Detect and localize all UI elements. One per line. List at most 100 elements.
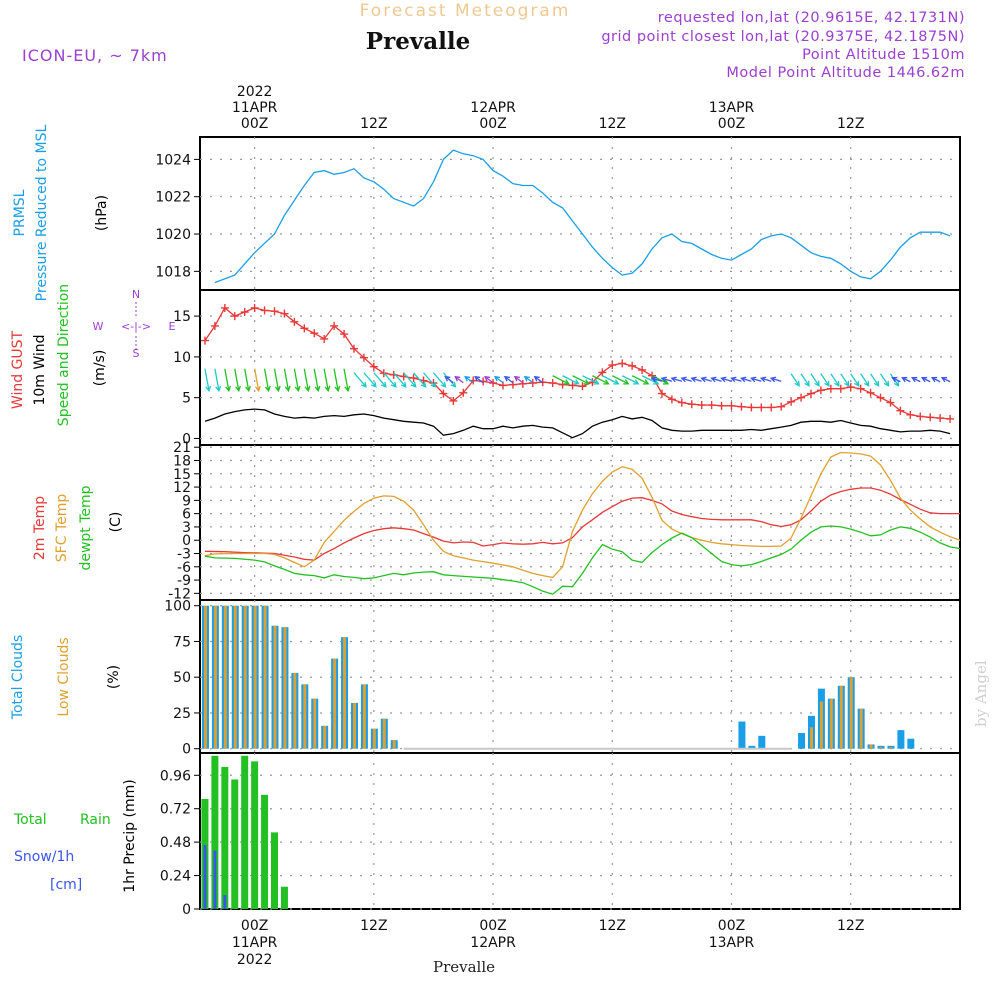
gust-marker	[747, 403, 756, 412]
wind-arrow	[830, 373, 840, 387]
wind-arrow	[651, 377, 663, 382]
wind-arrow	[403, 372, 417, 388]
gust-marker	[489, 379, 498, 387]
pressure-label-msl: Pressure Reduced to MSL	[34, 124, 50, 301]
bottom-time-label: 12Z	[360, 918, 387, 934]
wind-arrow-head	[324, 385, 331, 393]
bottom-time-label: 12Z	[837, 918, 864, 934]
precipitation-tick-label: 0	[182, 902, 191, 918]
low-cloud-bar	[829, 698, 833, 749]
temp-dewpt-label: dewpt Temp	[78, 485, 94, 570]
wind-arrow	[572, 375, 589, 385]
bottom-time-label: 00Z	[718, 918, 745, 934]
wind-arrow-head	[834, 380, 840, 387]
gust-marker	[846, 383, 855, 392]
top-time-label: 00Z	[241, 116, 268, 132]
gust-marker	[528, 379, 537, 387]
gust-marker	[359, 353, 368, 362]
temp-2m-label: 2m Temp	[32, 496, 48, 560]
gust-line	[204, 306, 951, 420]
wind-arrow-head	[274, 385, 281, 393]
wind-arrow	[902, 377, 911, 383]
temperature-tick-label: 15	[173, 467, 191, 483]
wind-arrow	[860, 373, 870, 387]
gust-marker	[340, 330, 349, 339]
bottom-time-label: 12APR	[470, 935, 516, 951]
total-cloud-bar	[748, 745, 756, 749]
wind-arrow-head	[314, 385, 321, 393]
precipitation-tick-label: 0.48	[160, 835, 191, 851]
wind-arrow-head	[603, 379, 610, 385]
wind-arrow-head	[454, 375, 461, 382]
wind-arrow	[423, 372, 437, 388]
wind-arrow	[373, 372, 387, 388]
credit-watermark: by Angel	[972, 660, 990, 727]
wind-arrow	[224, 368, 230, 391]
wind-arrow-head	[583, 379, 590, 385]
wind-tick-label: 5	[182, 391, 191, 407]
wind-arrow-head	[920, 376, 928, 383]
clouds-tick-label: 100	[164, 599, 191, 615]
wind-arrow-head	[474, 375, 481, 382]
temperature-tick-label: 0	[182, 533, 191, 549]
wind-arrow-head	[361, 381, 367, 388]
wind-arrow	[454, 376, 464, 384]
gust-marker	[896, 406, 905, 415]
wind-arrow	[383, 372, 397, 388]
wind-arrow	[870, 373, 880, 387]
info-grid-coords: grid point closest lon,lat (20.9375E, 42…	[601, 29, 965, 45]
temperature-tick-label: 21	[173, 440, 191, 456]
gust-marker	[906, 410, 915, 419]
wind-arrow	[921, 377, 931, 383]
wind-arrow	[273, 368, 280, 391]
wind-arrow-head	[483, 375, 491, 382]
low-cloud-bar	[333, 658, 337, 749]
gust-marker	[618, 359, 627, 368]
gust-marker	[677, 398, 686, 407]
wind-arrow-head	[623, 379, 630, 385]
gust-marker	[628, 361, 637, 370]
clouds-tick-label: 75	[173, 634, 191, 650]
pressure-unit-label: (hPa)	[94, 195, 110, 231]
wind-arrow	[524, 376, 534, 384]
gust-marker	[330, 321, 339, 330]
precipitation-tick-label: 0.96	[160, 768, 191, 784]
wind-arrow	[641, 375, 659, 385]
gust-marker	[598, 368, 607, 377]
wind-gust-label: Wind GUST	[10, 330, 26, 409]
wind-arrow-head	[643, 379, 650, 385]
gust-marker	[757, 403, 766, 412]
wind-arrow	[254, 368, 260, 391]
gust-marker	[290, 317, 299, 326]
precipitation-tick-label: 0.24	[160, 869, 191, 885]
temperature-tick-label: -12	[168, 586, 191, 602]
low-cloud-bar	[283, 627, 287, 749]
total-cloud-bar	[758, 735, 766, 749]
wind-arrow	[721, 377, 732, 382]
wind-arrow-head	[493, 375, 501, 382]
wind-arrow	[552, 375, 569, 385]
gust-marker	[657, 389, 666, 398]
low-cloud-bar	[392, 740, 396, 749]
temperature-tick-label: 12	[173, 480, 191, 496]
gust-marker	[707, 401, 716, 410]
wind-arrow-head	[893, 380, 900, 387]
precip-cm-label: [cm]	[50, 877, 82, 893]
wind-arrow	[514, 376, 524, 384]
dewpt-line	[204, 525, 961, 595]
gust-marker	[638, 365, 647, 374]
footer-station-label: Prevalle	[433, 958, 495, 976]
wind-10m-label: 10m Wind	[32, 334, 48, 405]
gust-marker	[926, 413, 935, 422]
wind-arrow	[661, 377, 673, 382]
wind-arrow	[602, 375, 619, 385]
low-cloud-bar	[313, 698, 317, 749]
wind-arrow	[820, 373, 830, 387]
wind-arrow	[892, 377, 901, 383]
temperature-tick-label: 9	[182, 493, 191, 509]
total-cloud-bar	[738, 721, 746, 749]
wind-arrow	[592, 375, 609, 385]
wind-arrow-head	[284, 385, 291, 393]
wind-arrow	[494, 376, 504, 384]
